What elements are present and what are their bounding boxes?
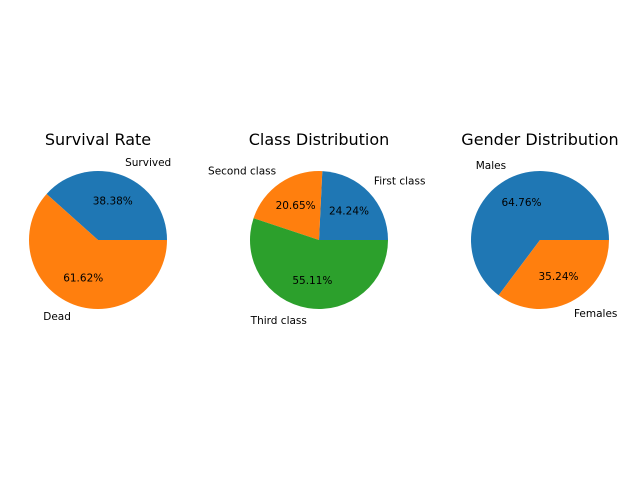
- slice-percent-survived: 38.38%: [93, 195, 133, 207]
- slice-percent-females: 35.24%: [538, 271, 578, 283]
- slice-percent-first-class: 24.24%: [329, 205, 369, 217]
- chart-title: Class Distribution: [249, 130, 390, 149]
- class-distribution-chart: Class Distribution First class 24.24% Seco…: [208, 130, 425, 327]
- slice-label-males: Males: [476, 160, 506, 172]
- slice-label-second-class: Second class: [208, 165, 276, 177]
- slice-label-first-class: First class: [374, 176, 426, 188]
- pie-slice-third-class: [250, 218, 388, 309]
- pie-slice-first-class: [319, 171, 388, 240]
- slice-label-females: Females: [574, 308, 617, 320]
- gender-distribution-chart: Gender Distribution Males 64.76% Females 35…: [461, 130, 618, 320]
- slice-label-dead: Dead: [43, 311, 71, 323]
- slice-label-third-class: Third class: [250, 315, 307, 327]
- chart-title: Gender Distribution: [461, 130, 618, 149]
- slice-percent-second-class: 20.65%: [276, 200, 316, 212]
- pie-slice-females: [498, 240, 609, 309]
- slice-label-survived: Survived: [125, 157, 171, 169]
- slice-percent-males: 64.76%: [501, 197, 541, 209]
- chart-title: Survival Rate: [45, 130, 151, 149]
- slice-percent-dead: 61.62%: [63, 273, 103, 285]
- survival-rate-chart: Survival Rate Survived 38.38% Dead 61.62%: [29, 130, 171, 323]
- pie-slice-dead: [29, 193, 168, 309]
- slice-percent-third-class: 55.11%: [292, 275, 332, 287]
- pie-slice-survived: [46, 171, 168, 240]
- pie-slice-males: [471, 171, 609, 296]
- pie-slice-second-class: [253, 171, 323, 240]
